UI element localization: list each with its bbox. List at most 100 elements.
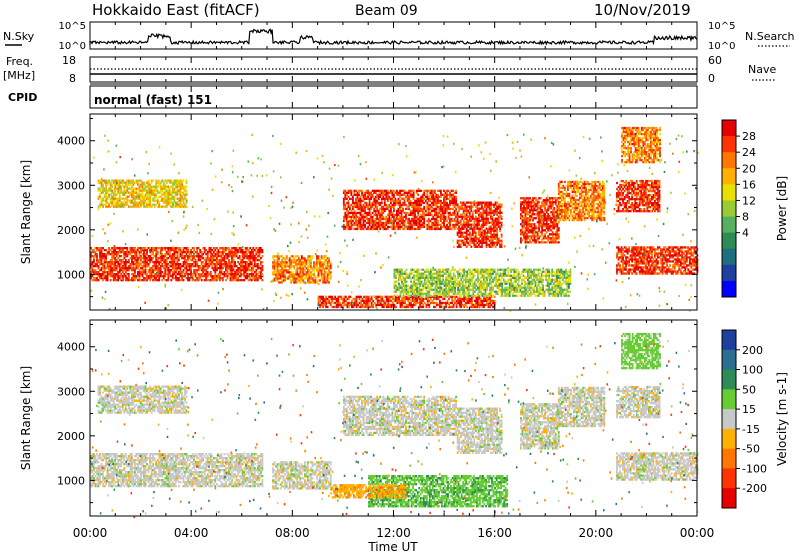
vel-colorbar-tick: -200 [742, 482, 767, 495]
power-echo-region [616, 179, 661, 213]
vel-colorbar-swatch [722, 488, 736, 509]
power-colorbar-swatch [722, 264, 736, 282]
nsky-tick-bottom: 10^0 [59, 41, 86, 52]
velocity-data-layer [90, 332, 699, 519]
cpid-label: CPID [8, 91, 37, 104]
power-y-tick-label: 2000 [57, 224, 85, 237]
power-colorbar-swatch [722, 248, 736, 266]
power-scatter [90, 133, 699, 313]
x-tick-label: 16:00 [477, 526, 512, 540]
power-echo-region [520, 197, 560, 244]
vel-colorbar-tick: 200 [742, 344, 763, 357]
power-colorbar-swatch [722, 168, 736, 185]
freq-strip: Freq. [MHz] 18 8 60 0 Nave [3, 54, 776, 85]
power-colorbar: 28 24 20 16 12 8 4 [721, 119, 756, 298]
vel-echo-region [557, 386, 606, 428]
power-colorbar-swatch [722, 152, 736, 169]
freq-tick-bottom: 8 [69, 72, 76, 85]
power-y-tick-label: 4000 [57, 135, 85, 148]
vel-echo-region [90, 453, 264, 488]
vel-colorbar-tick: 15 [742, 403, 756, 416]
power-colorbar-tick: 20 [742, 162, 756, 175]
power-y-axis-label: Slant Range [km] [19, 160, 33, 264]
nsky-strip: N.Sky 10^5 10^0 10^5 10^0 N.Search [3, 21, 795, 52]
power-echo-region [557, 180, 606, 222]
nsearch-label: N.Search [745, 30, 795, 43]
x-tick-label: 00:00 [680, 526, 715, 540]
vel-echo-region [272, 461, 332, 490]
time-axis: 00:00 04:00 08:00 12:00 16:00 20:00 00:00 [73, 22, 715, 540]
power-data-layer [90, 126, 699, 313]
vel-echo-region [456, 407, 503, 454]
power-colorbar-label: Power [dB] [775, 176, 789, 241]
freq-label: Freq. [6, 55, 33, 68]
power-echo-region [317, 295, 496, 309]
vel-colorbar-swatch [722, 448, 736, 469]
nave-label: Nave [748, 63, 776, 76]
vel-y-tick-label: 1000 [57, 474, 85, 487]
nsky-tick-top: 10^5 [59, 21, 86, 32]
nave-tick-top: 60 [708, 54, 722, 67]
power-colorbar-swatch [722, 136, 736, 153]
nave-tick-bottom: 0 [708, 72, 715, 85]
vel-echo-region [616, 452, 699, 481]
vel-y-tick-label: 4000 [57, 341, 85, 354]
vel-colorbar-tick: 50 [742, 383, 756, 396]
velocity-colorbar: 200 100 50 15 -15 -50 -100 -200 [721, 329, 767, 509]
power-colorbar-tick: 12 [742, 194, 756, 207]
vel-y-tick-label: 3000 [57, 385, 85, 398]
date-title: 10/Nov/2019 [594, 1, 691, 19]
vel-colorbar-swatch [722, 428, 736, 450]
vel-colorbar-tick: -100 [742, 462, 767, 475]
nsearch-tick-top: 10^5 [708, 21, 735, 32]
x-tick-label: 08:00 [275, 526, 310, 540]
x-axis-label: Time UT [367, 540, 418, 554]
power-echo-region [97, 179, 188, 208]
power-colorbar-tick: 16 [742, 178, 756, 191]
power-echo-region [90, 247, 264, 282]
vel-colorbar-tick: -50 [742, 443, 760, 456]
power-echo-region [272, 255, 332, 284]
power-colorbar-tick: 8 [742, 211, 749, 224]
power-colorbar-swatch [722, 280, 736, 298]
vel-colorbar-swatch [722, 389, 736, 410]
vel-echo-region [342, 395, 458, 437]
nsky-label: N.Sky [3, 30, 35, 43]
velocity-y-ticks: 1000 2000 3000 4000 [57, 323, 697, 504]
vel-colorbar-swatch [722, 330, 736, 351]
power-colorbar-swatch [722, 232, 736, 250]
vel-colorbar-tick: 100 [742, 364, 763, 377]
vel-colorbar-swatch [722, 369, 736, 390]
velocity-colorbar-label: Velocity [m s-1] [775, 372, 789, 466]
power-echo-region [621, 126, 661, 164]
vel-y-tick-label: 2000 [57, 430, 85, 443]
x-tick-label: 00:00 [73, 526, 108, 540]
power-echo-region [616, 246, 699, 275]
vel-scatter [91, 337, 699, 519]
freq-unit-label: [MHz] [3, 69, 35, 82]
power-colorbar-swatch [722, 120, 736, 137]
power-echo-region [456, 201, 503, 248]
vel-colorbar-swatch [722, 468, 736, 489]
nsearch-tick-bottom: 10^0 [708, 41, 735, 52]
vel-echo-region [616, 385, 661, 419]
vel-colorbar-tick: -15 [742, 423, 760, 436]
vel-echo-region [97, 385, 188, 414]
x-tick-label: 20:00 [579, 526, 614, 540]
vel-colorbar-swatch [722, 409, 736, 430]
freq-tick-top: 18 [62, 54, 76, 67]
power-echo-region [393, 268, 572, 297]
vel-echo-region [621, 332, 661, 370]
velocity-y-axis-label: Slant Range [km] [19, 366, 33, 470]
cpid-value: normal (fast) 151 [94, 93, 212, 107]
power-panel: 1000 2000 3000 4000 Slant Range [km] 28 24 20… [19, 113, 789, 313]
power-colorbar-tick: 24 [742, 146, 756, 159]
power-echo-region [342, 189, 458, 231]
cpid-strip: CPID normal (fast) 151 [8, 83, 698, 109]
power-y-tick-label: 1000 [57, 268, 85, 281]
power-y-tick-label: 3000 [57, 179, 85, 192]
vel-echo-region [520, 403, 560, 450]
velocity-panel: 1000 2000 3000 4000 Slant Range [km] 200 100… [19, 319, 789, 519]
x-tick-label: 12:00 [376, 526, 411, 540]
